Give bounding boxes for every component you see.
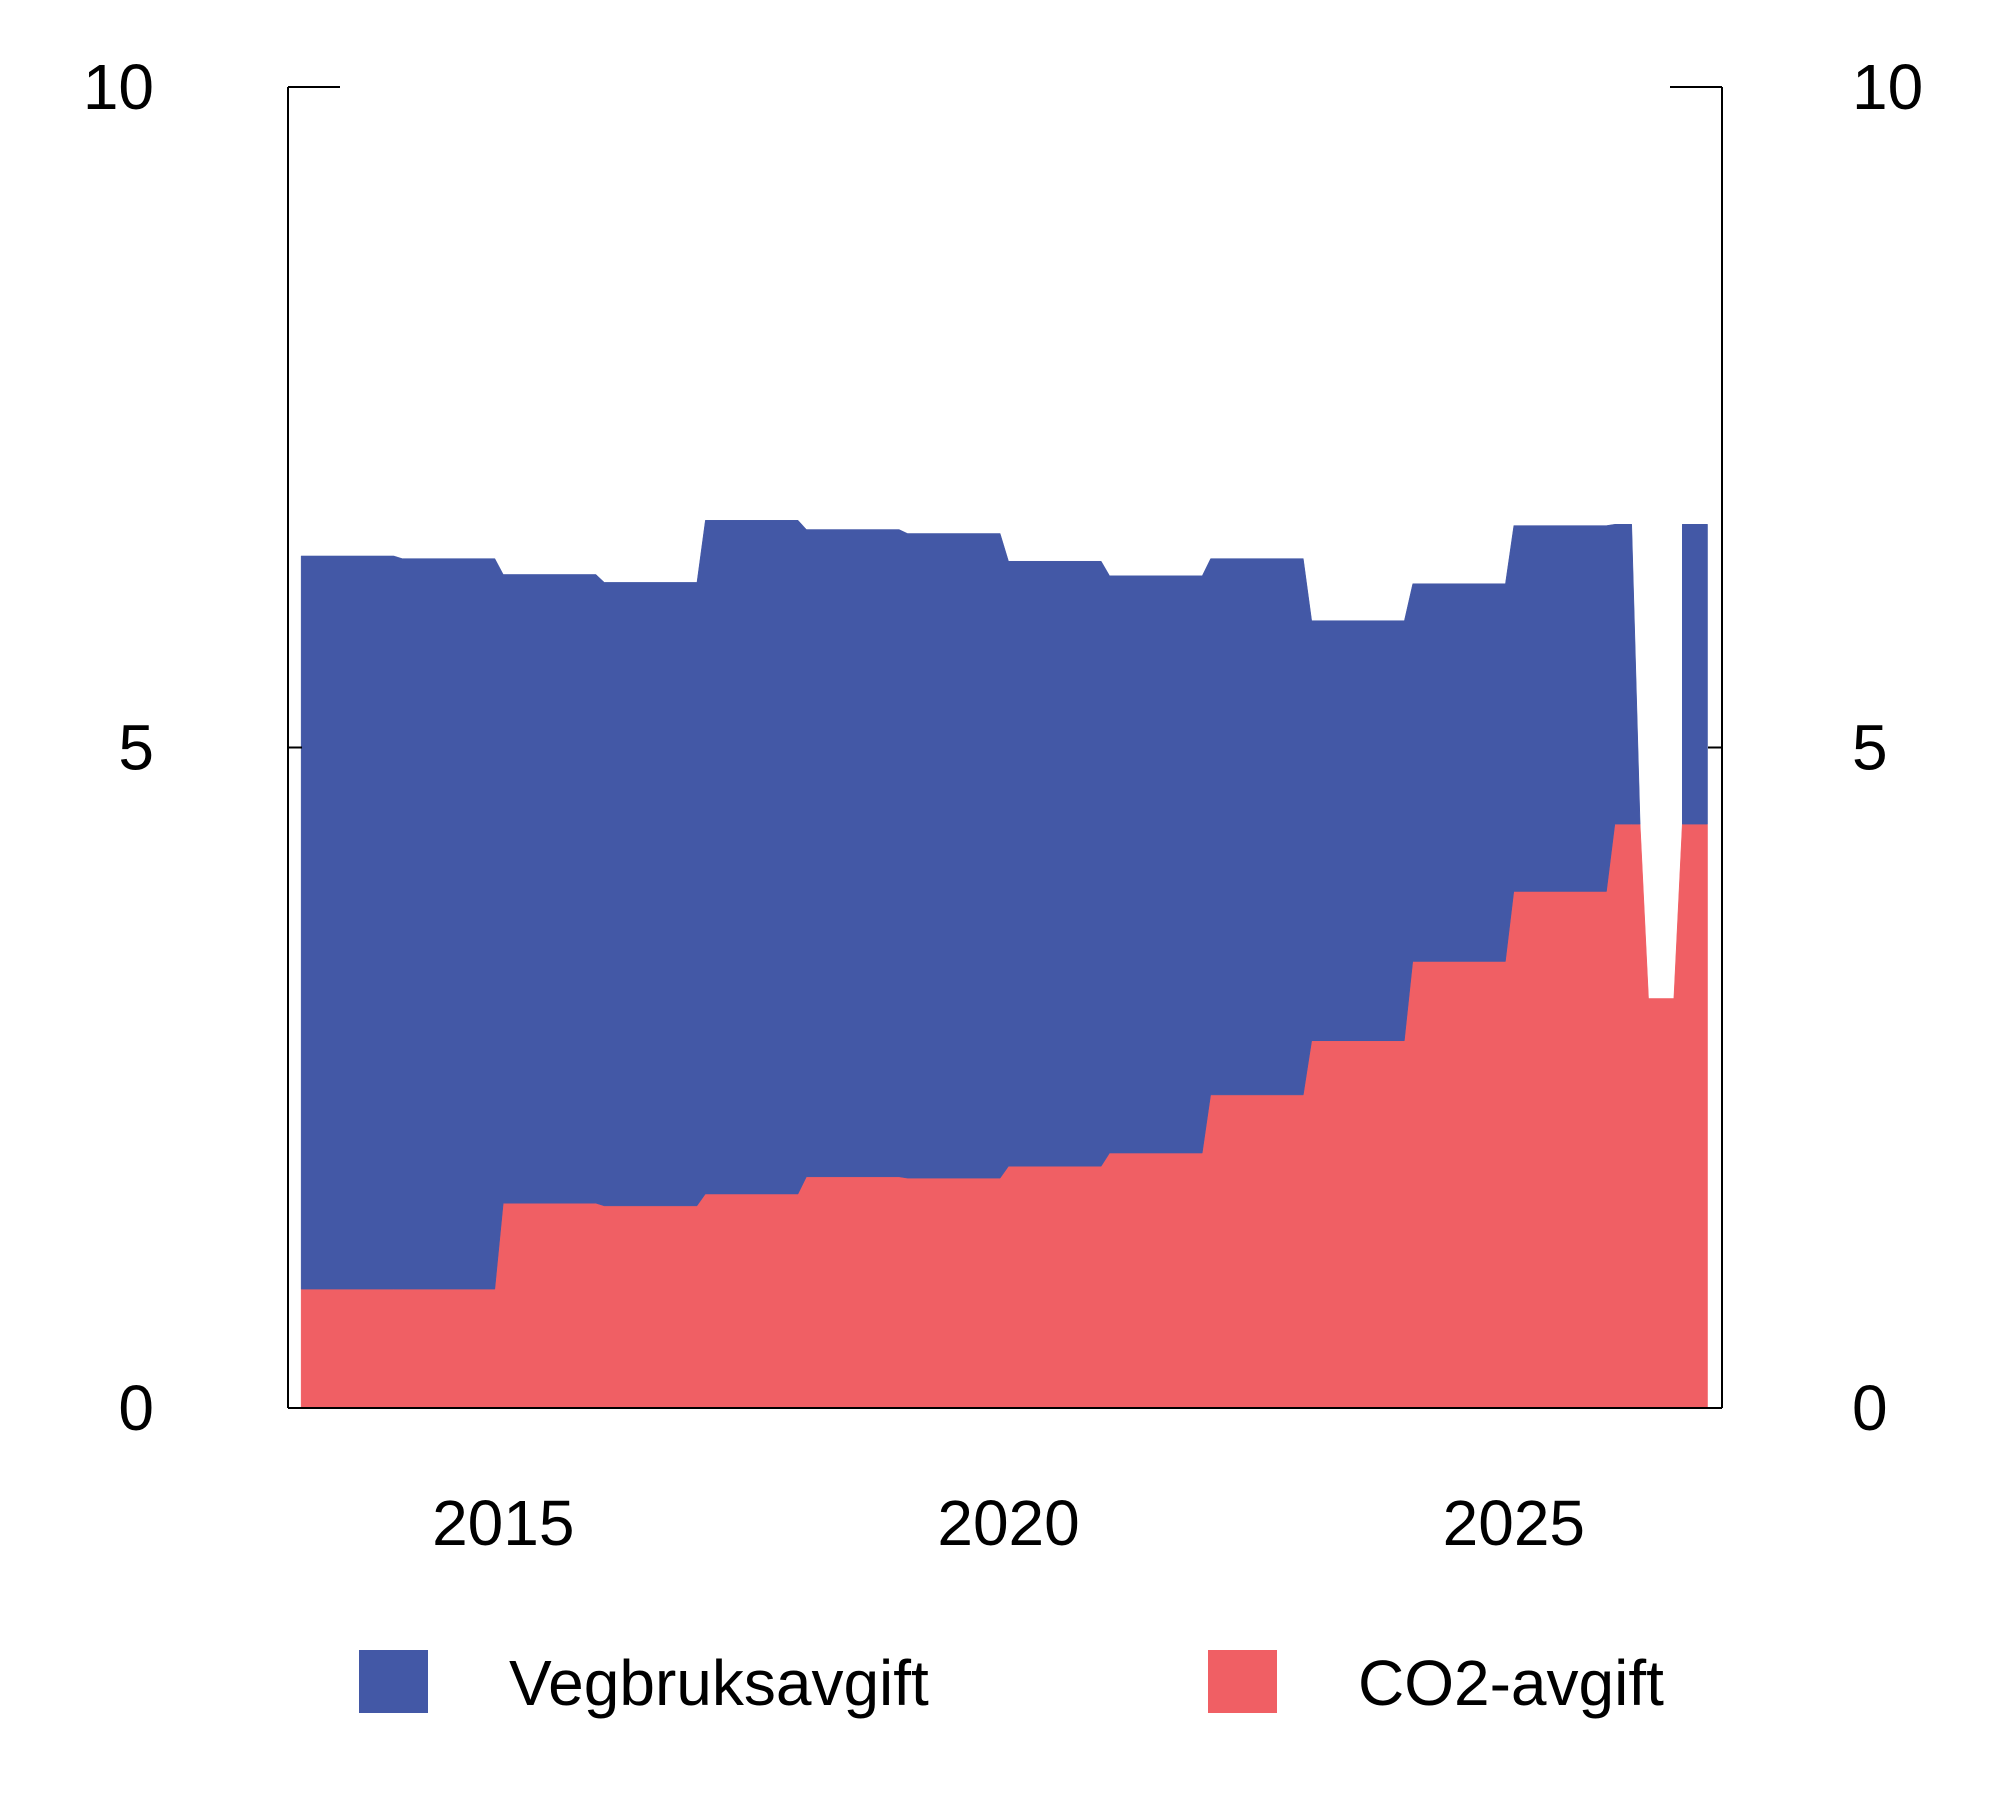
area	[300, 520, 1641, 1290]
y2-tick-label: 0	[1852, 1372, 1888, 1444]
plot-area	[300, 520, 1708, 1409]
legend-label: Vegbruksavgift	[509, 1647, 929, 1719]
x-tick-label: 2020	[937, 1487, 1079, 1559]
y-tick-label: 10	[83, 51, 154, 123]
legend-swatch	[359, 1650, 428, 1713]
area	[1682, 524, 1708, 825]
axes: 0 5 10 0 5 10 2015 2020 2025	[83, 51, 1923, 1559]
y-tick-label: 0	[118, 1372, 154, 1444]
y-tick-label: 5	[118, 712, 154, 784]
legend-label: CO2-avgift	[1358, 1647, 1664, 1719]
x-tick-label: 2025	[1443, 1487, 1585, 1559]
y2-tick-label: 5	[1852, 712, 1888, 784]
x-tick-label: 2015	[432, 1487, 574, 1559]
legend-swatch	[1208, 1650, 1277, 1713]
y2-tick-label: 10	[1852, 51, 1923, 123]
